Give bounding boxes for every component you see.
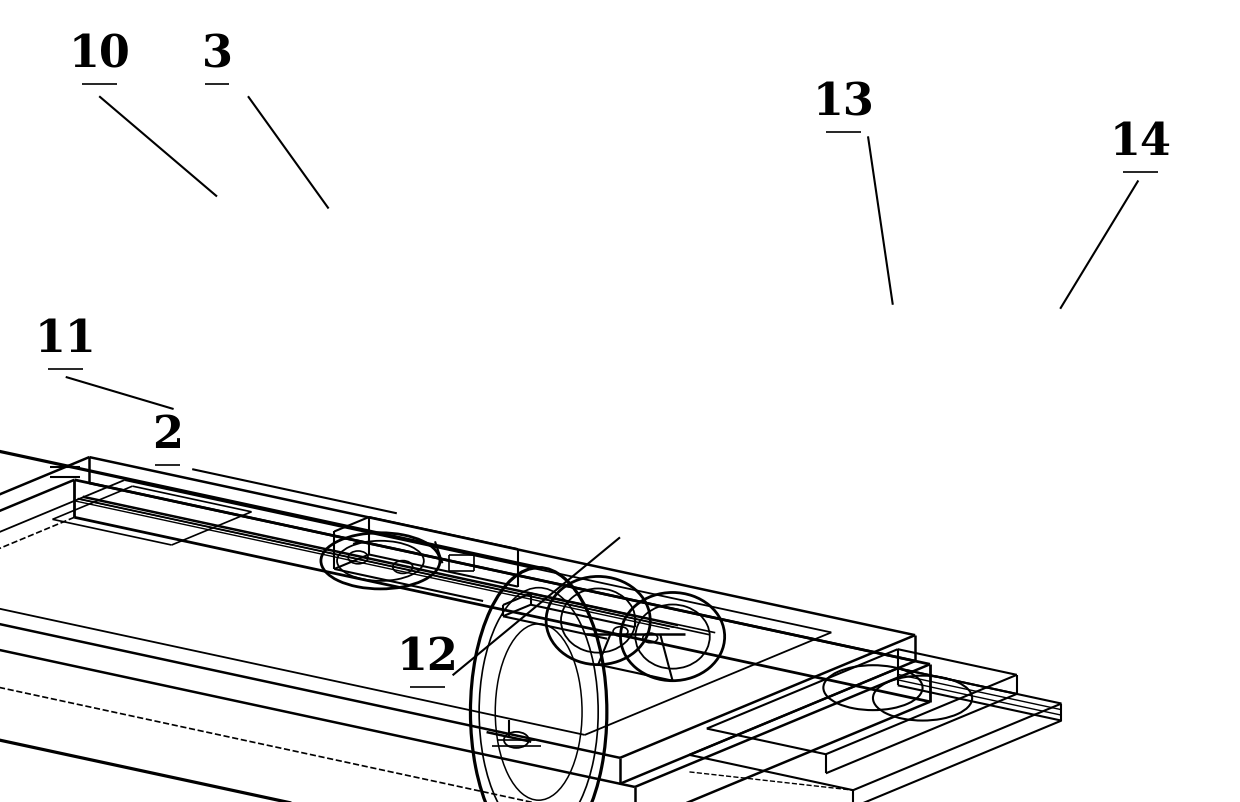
Text: 11: 11 xyxy=(35,318,97,361)
Text: 13: 13 xyxy=(812,81,874,124)
Text: 12: 12 xyxy=(397,636,459,679)
Text: 14: 14 xyxy=(1110,121,1172,164)
Text: 2: 2 xyxy=(151,414,184,457)
Text: 10: 10 xyxy=(68,33,130,76)
Text: 3: 3 xyxy=(201,33,233,76)
